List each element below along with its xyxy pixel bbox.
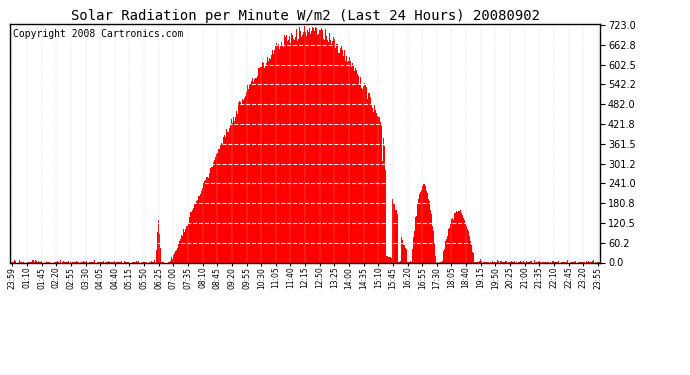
Title: Solar Radiation per Minute W/m2 (Last 24 Hours) 20080902: Solar Radiation per Minute W/m2 (Last 24…	[71, 9, 540, 23]
Text: Copyright 2008 Cartronics.com: Copyright 2008 Cartronics.com	[13, 29, 184, 39]
